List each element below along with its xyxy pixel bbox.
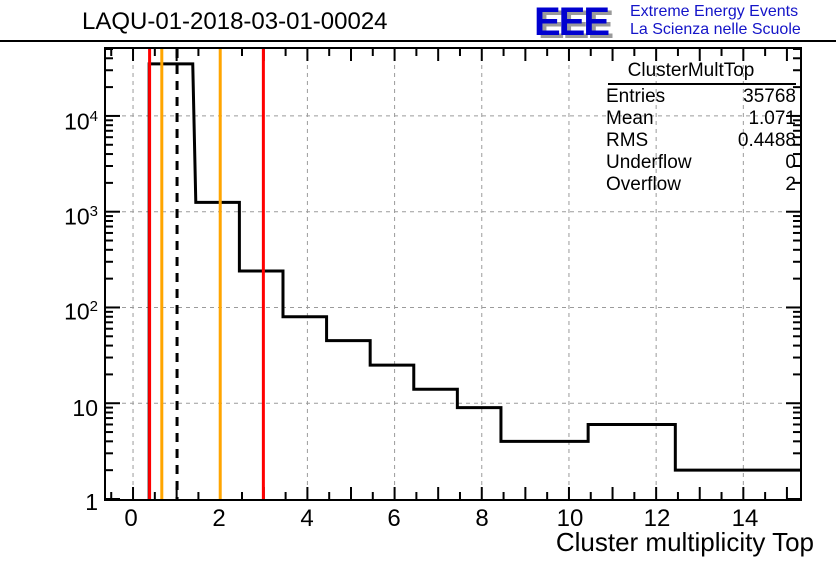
statistics-row: Mean 1.071 bbox=[594, 108, 796, 129]
statistics-row: Entries 35768 bbox=[594, 86, 796, 107]
eee-logo-line1: Extreme Energy Events bbox=[630, 3, 799, 20]
eee-logo-text: Extreme Energy Events La Scienza nelle S… bbox=[630, 3, 801, 39]
eee-logo-line2: La Scienza nelle Scuole bbox=[630, 21, 801, 38]
header-divider bbox=[0, 40, 836, 42]
page-title: LAQU-01-2018-03-01-00024 bbox=[82, 8, 388, 35]
histogram-canvas bbox=[106, 49, 800, 499]
statistics-value: 1.071 bbox=[748, 108, 796, 129]
y-tick-label-1000: 103 bbox=[64, 203, 98, 230]
plot-frame bbox=[104, 47, 802, 501]
x-axis-title: Cluster multiplicity Top bbox=[555, 527, 814, 557]
statistics-key: Entries bbox=[606, 86, 666, 107]
x-tick-label-14: 14 bbox=[731, 505, 759, 532]
x-tick-label-10: 10 bbox=[556, 505, 584, 532]
statistics-title-underline bbox=[608, 83, 796, 85]
y-tick-label-1: 1 bbox=[85, 489, 98, 515]
x-tick-label-6: 6 bbox=[387, 505, 401, 532]
statistics-value: 0 bbox=[785, 152, 796, 173]
statistics-key: Mean bbox=[606, 108, 654, 129]
histogram-outline bbox=[147, 62, 800, 499]
statistics-key: RMS bbox=[606, 130, 649, 151]
x-tick-label-8: 8 bbox=[475, 505, 489, 532]
plot-area bbox=[106, 49, 800, 499]
eee-logo: EEE EEE Extreme Energy Events La Scienza… bbox=[534, 0, 834, 47]
eee-logo-mark-shadow: EEE bbox=[538, 3, 614, 47]
y-tick-label-100: 102 bbox=[64, 298, 98, 325]
x-tick-label-0: 0 bbox=[124, 505, 138, 532]
eee-logo-mark-front: EEE bbox=[534, 0, 610, 44]
x-tick-label-12: 12 bbox=[643, 505, 671, 532]
statistics-value: 35768 bbox=[743, 86, 796, 107]
eee-logo-mark: EEE EEE bbox=[534, 0, 626, 47]
y-tick-label-10: 10 bbox=[72, 395, 98, 421]
x-tick-label-2: 2 bbox=[212, 505, 226, 532]
y-tick-label-10000: 104 bbox=[64, 108, 98, 135]
statistics-value: 0.4488 bbox=[737, 130, 796, 151]
statistics-key: Overflow bbox=[606, 174, 681, 195]
statistics-box: ClusterMultTop Entries 35768 Mean 1.071 … bbox=[586, 60, 796, 195]
statistics-key: Underflow bbox=[606, 152, 692, 173]
statistics-row: Underflow 0 bbox=[594, 152, 796, 173]
statistics-row: RMS 0.4488 bbox=[594, 130, 796, 151]
statistics-title: ClusterMultTop bbox=[627, 60, 755, 81]
statistics-row: Overflow 2 bbox=[594, 174, 796, 195]
statistics-value: 2 bbox=[785, 174, 796, 195]
x-tick-label-4: 4 bbox=[300, 505, 314, 532]
